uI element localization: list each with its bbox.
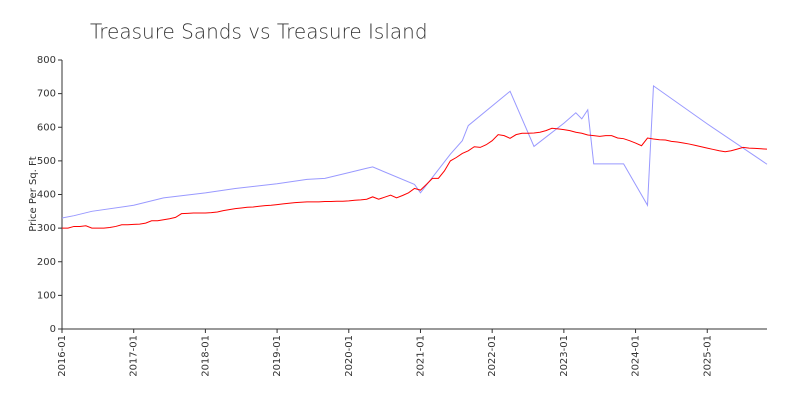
x-tick-label: 2021-01	[415, 335, 426, 377]
line-series	[62, 127, 768, 229]
y-tick-label: 400	[37, 190, 56, 201]
x-tick-label: 2023-01	[559, 335, 570, 377]
x-tick-label: 2025-01	[702, 335, 713, 377]
x-tick-label: 2022-01	[487, 335, 498, 377]
y-tick-label: 600	[37, 122, 56, 133]
y-tick-label: 800	[37, 55, 56, 66]
y-axis-label: Price Per Sq. Ft	[28, 156, 39, 231]
x-tick-label: 2020-01	[344, 335, 355, 377]
y-tick-label: 0	[50, 324, 56, 335]
line-series	[61, 84, 768, 219]
y-tick-label: 100	[37, 290, 56, 301]
x-tick-label: 2024-01	[631, 335, 642, 377]
y-tick-label: 200	[37, 257, 56, 268]
x-tick-label: 2016-01	[57, 335, 68, 377]
x-tick-label: 2018-01	[200, 335, 211, 377]
y-tick-label: 500	[37, 156, 56, 167]
chart-title: Treasure Sands vs Treasure Island	[90, 20, 428, 44]
x-tick-label: 2019-01	[272, 335, 283, 377]
y-tick-label: 300	[37, 223, 56, 234]
y-tick-label: 700	[37, 89, 56, 100]
x-tick-label: 2017-01	[129, 335, 140, 377]
